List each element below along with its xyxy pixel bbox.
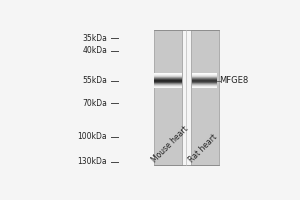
Text: MFGE8: MFGE8 <box>219 76 248 85</box>
Text: 100kDa: 100kDa <box>78 132 107 141</box>
Text: 55kDa: 55kDa <box>82 76 107 85</box>
Bar <box>154 30 182 165</box>
Bar <box>191 30 219 165</box>
Text: 70kDa: 70kDa <box>82 99 107 108</box>
Text: 130kDa: 130kDa <box>78 157 107 166</box>
Text: Mouse heart: Mouse heart <box>150 124 190 164</box>
Text: 35kDa: 35kDa <box>82 34 107 43</box>
Text: 40kDa: 40kDa <box>82 46 107 55</box>
Text: Rat heart: Rat heart <box>187 132 219 164</box>
